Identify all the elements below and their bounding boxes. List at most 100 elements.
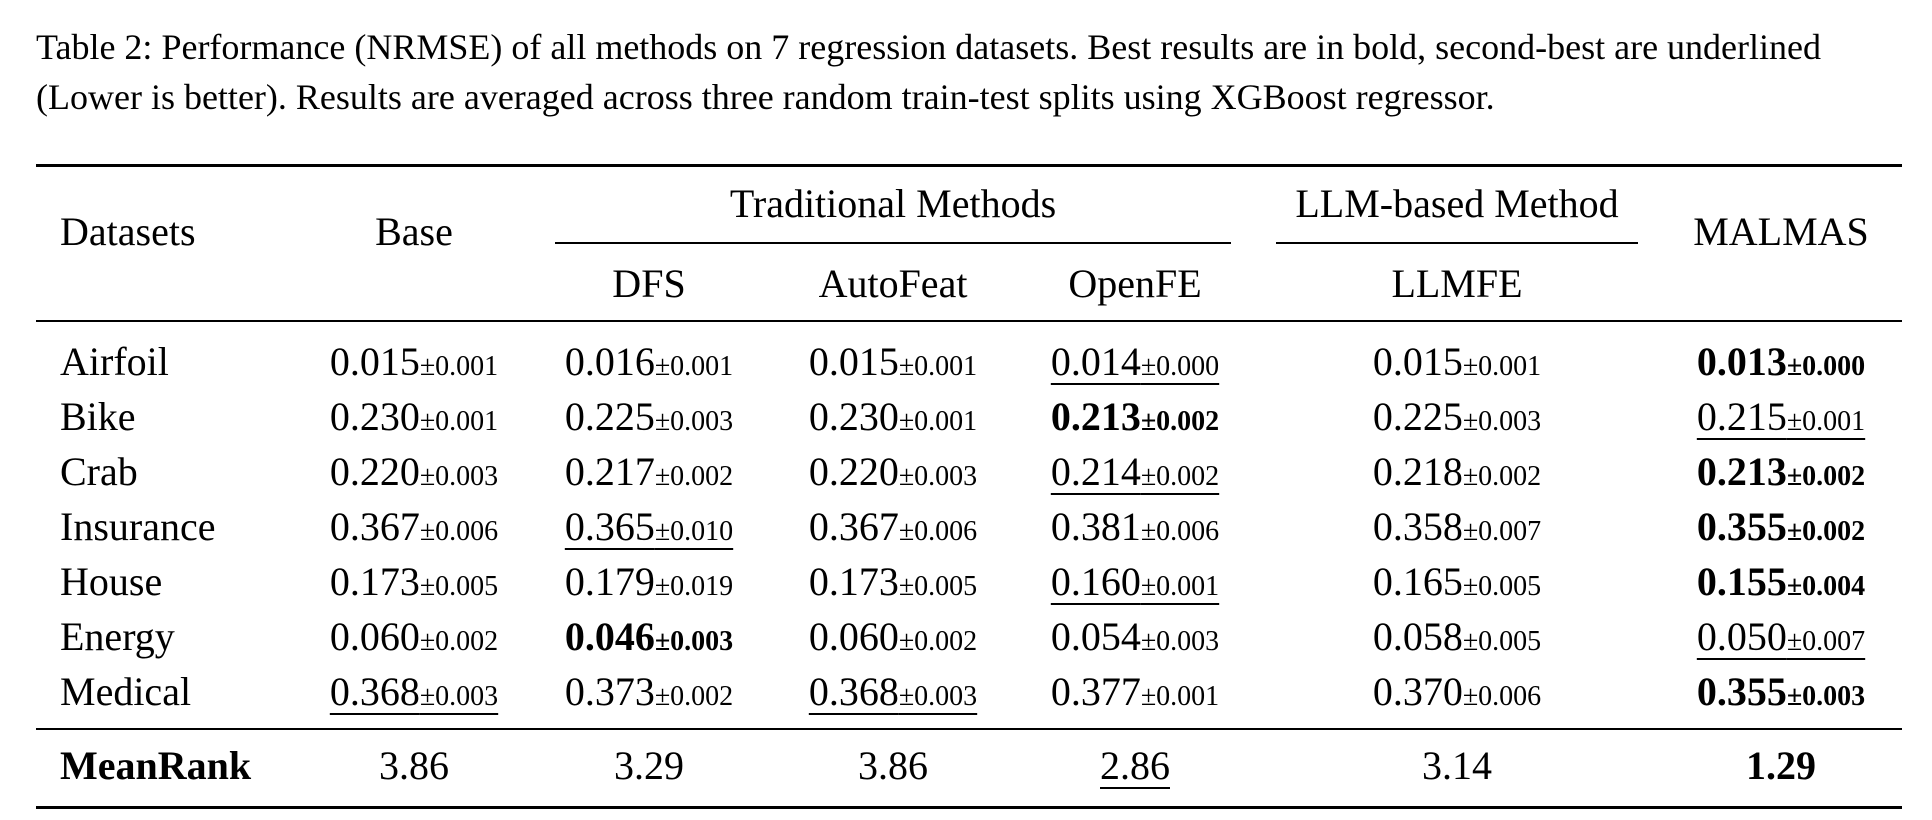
header-base: Base [375, 209, 453, 254]
cell-std: ±0.019 [654, 571, 734, 602]
header-traditional-methods: Traditional Methods [729, 181, 1057, 226]
traditional-group-rule [555, 242, 1231, 244]
cell-std: ±0.003 [1140, 626, 1220, 657]
cell-value: 0.213 [1696, 449, 1787, 494]
meanrank-llmfe: 3.14 [1422, 743, 1492, 788]
cell-openfe: 0.377±0.001 [1051, 668, 1219, 721]
cell-value: 0.060 [329, 614, 420, 659]
cell-value: 0.015 [1372, 339, 1463, 384]
cell-value: 0.373 [564, 669, 655, 714]
cell-std: ±0.002 [1140, 406, 1220, 437]
cell-value: 0.225 [1372, 394, 1463, 439]
meanrank-malmas: 1.29 [1746, 743, 1816, 788]
cell-value: 0.213 [1050, 394, 1141, 439]
cell-value: 0.173 [329, 559, 420, 604]
row-label: House [60, 559, 163, 604]
cell-value: 0.160 [1050, 559, 1141, 604]
cell-std: ±0.005 [898, 571, 978, 602]
cell-value: 0.230 [808, 394, 899, 439]
cell-std: ±0.006 [1140, 516, 1220, 547]
cell-malmas: 0.355±0.002 [1697, 503, 1865, 556]
cell-autofeat: 0.060±0.002 [809, 613, 977, 666]
cell-malmas: 0.213±0.002 [1697, 448, 1865, 501]
cell-std: ±0.003 [1462, 406, 1542, 437]
cell-std: ±0.001 [654, 351, 734, 382]
cell-std: ±0.005 [1462, 571, 1542, 602]
meanrank-autofeat: 3.86 [858, 743, 928, 788]
cell-std: ±0.002 [898, 626, 978, 657]
cell-openfe: 0.213±0.002 [1051, 393, 1219, 446]
cell-value: 0.214 [1050, 449, 1141, 494]
cell-std: ±0.007 [1786, 626, 1866, 657]
row-label: Energy [60, 614, 175, 659]
cell-std: ±0.002 [1786, 516, 1866, 547]
cell-std: ±0.001 [419, 406, 499, 437]
row-label: Insurance [60, 504, 216, 549]
cell-value: 0.367 [808, 504, 899, 549]
cell-value: 0.058 [1372, 614, 1463, 659]
cell-value: 0.217 [564, 449, 655, 494]
cell-value: 0.225 [564, 394, 655, 439]
cell-std: ±0.001 [1140, 681, 1220, 712]
cell-std: ±0.002 [654, 461, 734, 492]
cell-malmas: 0.215±0.001 [1697, 393, 1865, 446]
cell-dfs: 0.373±0.002 [565, 668, 733, 721]
cell-value: 0.016 [564, 339, 655, 384]
row-label: Crab [60, 449, 138, 494]
cell-autofeat: 0.173±0.005 [809, 558, 977, 611]
cell-openfe: 0.214±0.002 [1051, 448, 1219, 501]
cell-dfs: 0.179±0.019 [565, 558, 733, 611]
cell-value: 0.367 [329, 504, 420, 549]
cell-value: 0.179 [564, 559, 655, 604]
cell-std: ±0.004 [1786, 571, 1866, 602]
cell-std: ±0.000 [1786, 351, 1866, 382]
cell-value: 0.358 [1372, 504, 1463, 549]
cell-dfs: 0.217±0.002 [565, 448, 733, 501]
cell-value: 0.015 [329, 339, 420, 384]
cell-openfe: 0.381±0.006 [1051, 503, 1219, 556]
cell-llmfe: 0.015±0.001 [1373, 338, 1541, 391]
cell-std: ±0.002 [419, 626, 499, 657]
cell-value: 0.220 [329, 449, 420, 494]
cell-std: ±0.006 [1462, 681, 1542, 712]
header-datasets: Datasets [60, 209, 196, 254]
table-bottom-rule [36, 806, 1902, 809]
cell-base: 0.368±0.003 [330, 668, 498, 721]
cell-std: ±0.001 [419, 351, 499, 382]
cell-autofeat: 0.220±0.003 [809, 448, 977, 501]
cell-value: 0.355 [1696, 504, 1787, 549]
cell-llmfe: 0.218±0.002 [1373, 448, 1541, 501]
cell-openfe: 0.054±0.003 [1051, 613, 1219, 666]
row-label: Airfoil [60, 339, 169, 384]
cell-std: ±0.000 [1140, 351, 1220, 382]
header-bottom-rule [36, 320, 1902, 322]
cell-value: 0.368 [329, 669, 420, 714]
cell-std: ±0.006 [898, 516, 978, 547]
cell-value: 0.377 [1050, 669, 1141, 714]
cell-dfs: 0.365±0.010 [565, 503, 733, 556]
cell-llmfe: 0.225±0.003 [1373, 393, 1541, 446]
cell-std: ±0.005 [1462, 626, 1542, 657]
cell-value: 0.355 [1696, 669, 1787, 714]
cell-autofeat: 0.015±0.001 [809, 338, 977, 391]
cell-dfs: 0.016±0.001 [565, 338, 733, 391]
cell-std: ±0.003 [654, 626, 734, 657]
row-label: Bike [60, 394, 136, 439]
cell-value: 0.050 [1696, 614, 1787, 659]
llm-group-rule [1276, 242, 1638, 244]
cell-std: ±0.003 [654, 406, 734, 437]
meanrank-top-rule [36, 728, 1902, 730]
row-label: Medical [60, 669, 192, 714]
cell-std: ±0.002 [654, 681, 734, 712]
cell-autofeat: 0.367±0.006 [809, 503, 977, 556]
cell-value: 0.060 [808, 614, 899, 659]
cell-std: ±0.002 [1462, 461, 1542, 492]
cell-value: 0.165 [1372, 559, 1463, 604]
header-malmas: MALMAS [1693, 209, 1869, 254]
header-llm-based-method: LLM-based Method [1295, 181, 1619, 226]
cell-value: 0.230 [329, 394, 420, 439]
meanrank-base: 3.86 [379, 743, 449, 788]
cell-value: 0.054 [1050, 614, 1141, 659]
cell-value: 0.046 [564, 614, 655, 659]
cell-llmfe: 0.165±0.005 [1373, 558, 1541, 611]
